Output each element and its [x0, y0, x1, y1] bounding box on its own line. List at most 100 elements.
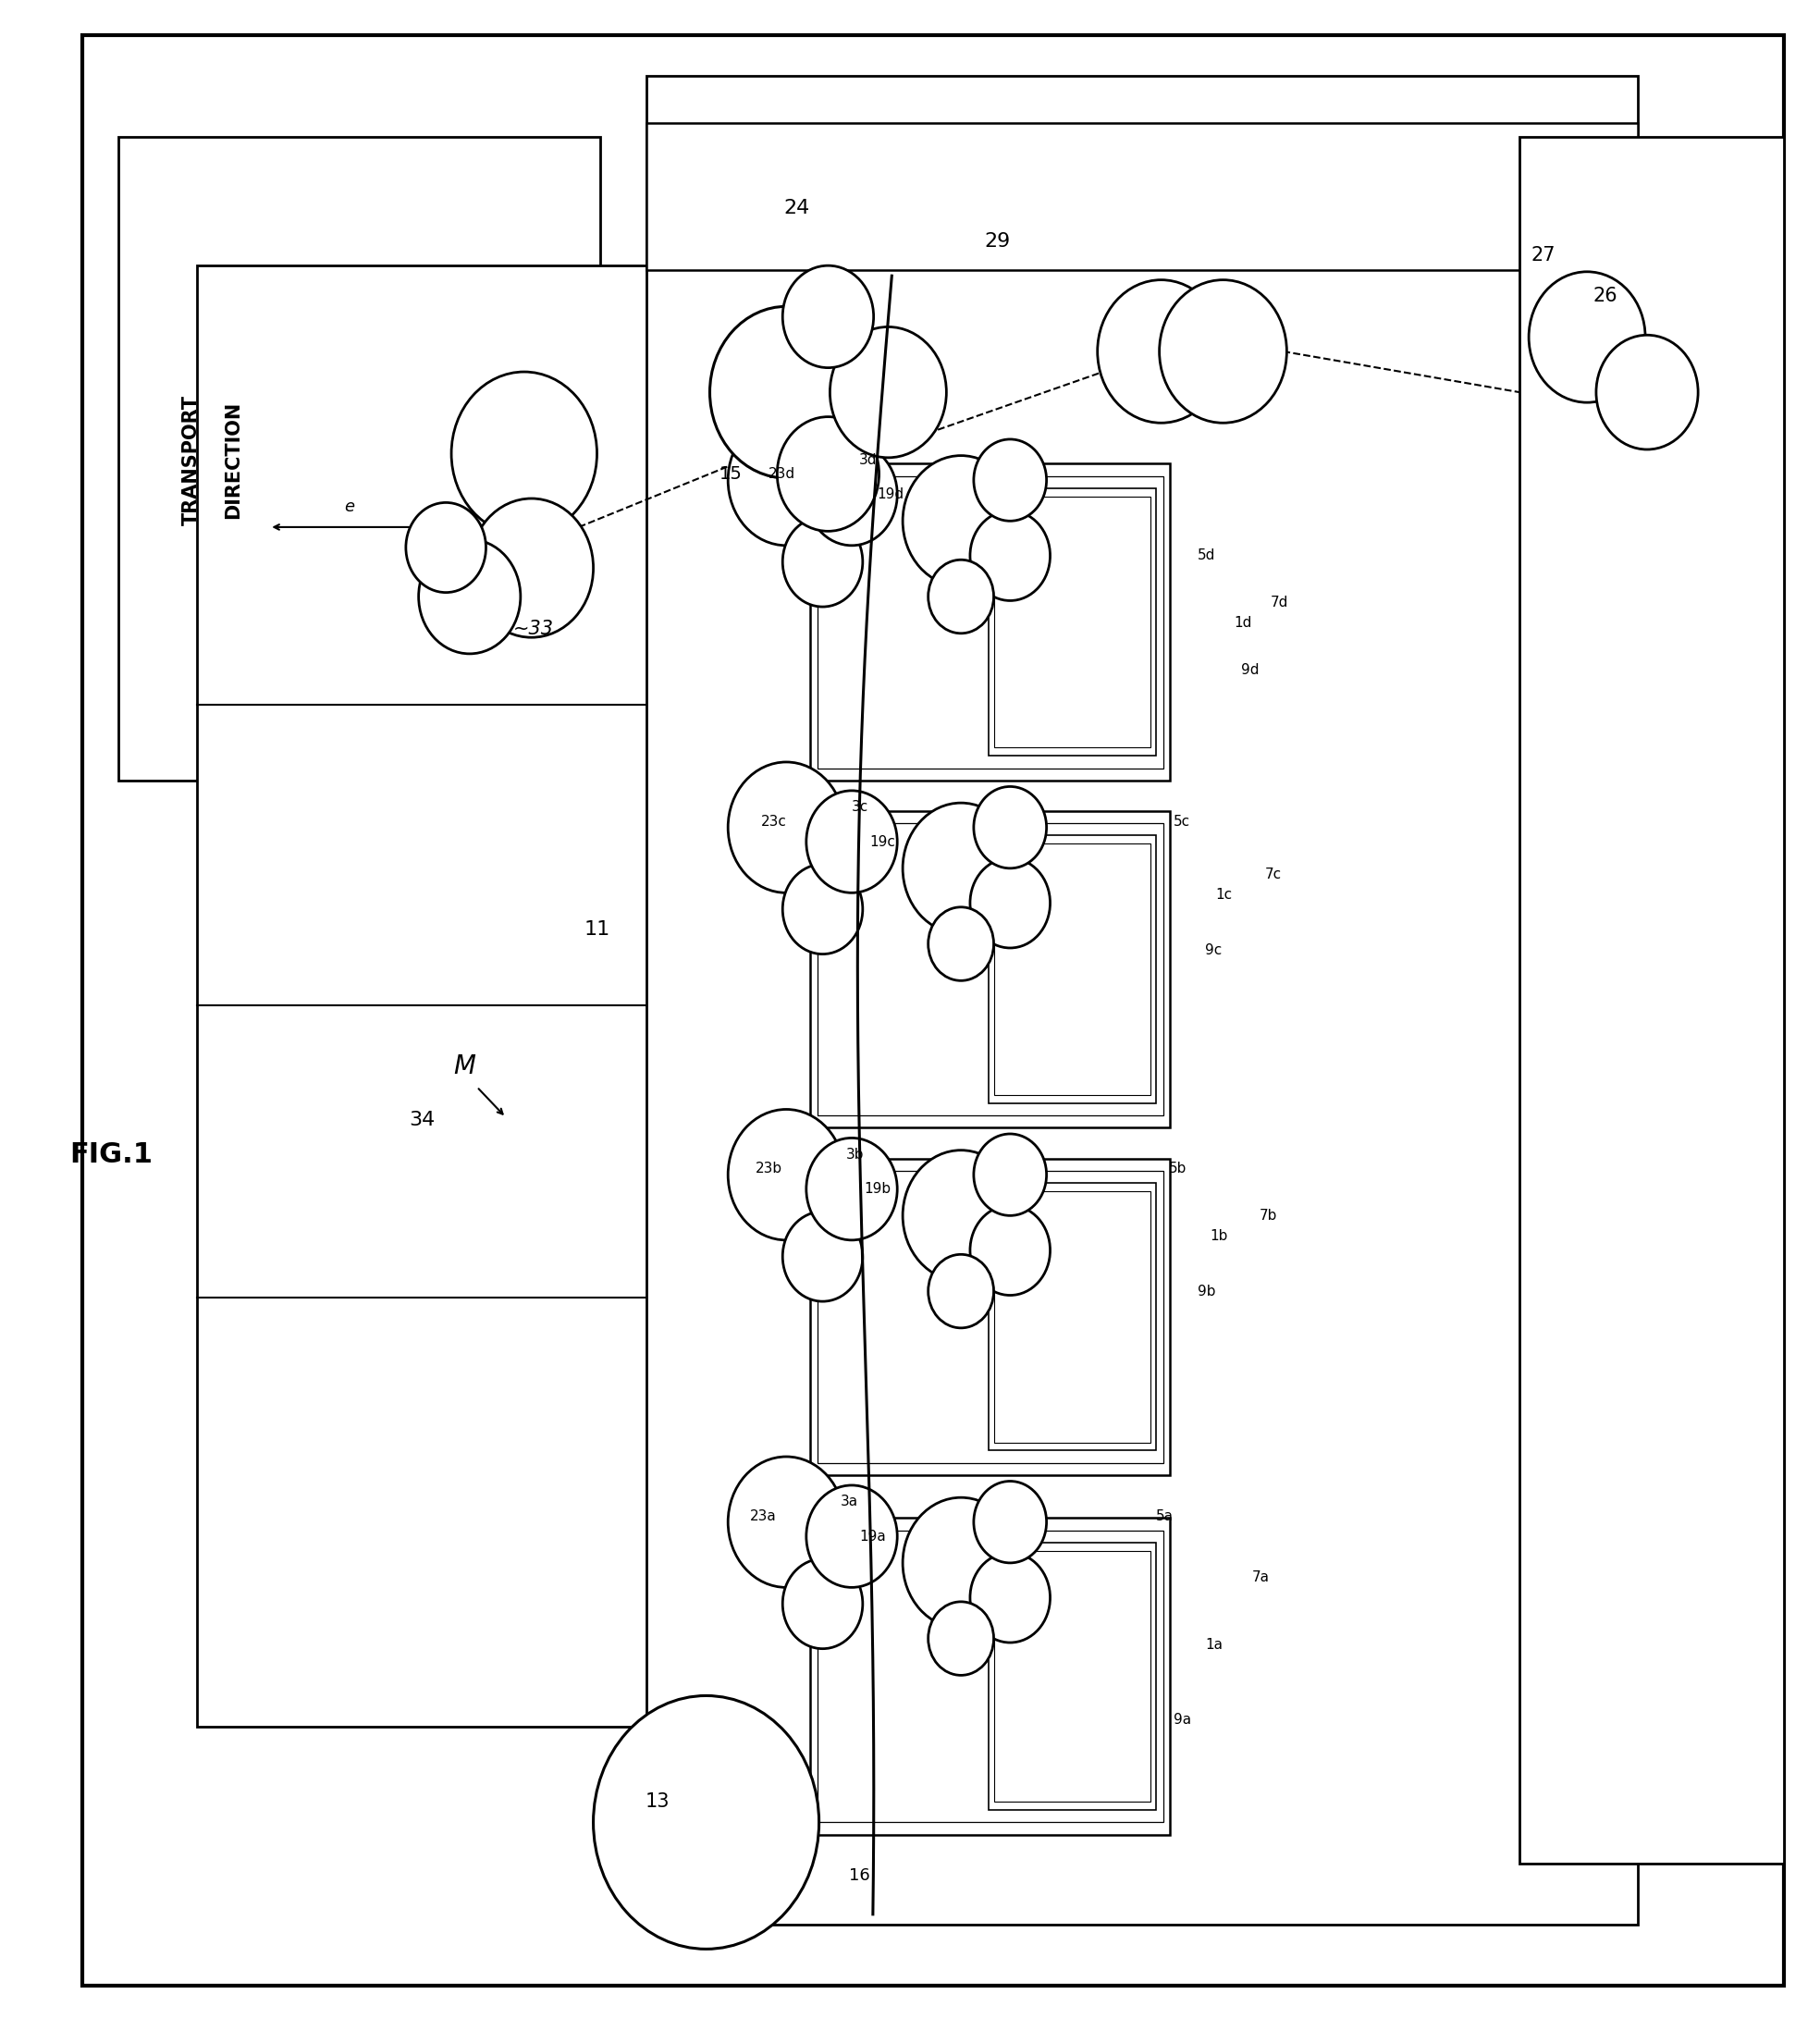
- Circle shape: [970, 1553, 1050, 1643]
- Circle shape: [806, 791, 897, 893]
- Circle shape: [1596, 335, 1698, 449]
- Circle shape: [974, 439, 1046, 521]
- Bar: [994, 1191, 1150, 1442]
- Circle shape: [1529, 272, 1645, 402]
- Circle shape: [903, 456, 1019, 586]
- Text: 11: 11: [584, 919, 610, 940]
- Bar: [994, 1551, 1150, 1802]
- Circle shape: [974, 1481, 1046, 1563]
- Circle shape: [1159, 280, 1287, 423]
- Text: 7c: 7c: [1265, 868, 1281, 881]
- Bar: [988, 488, 1156, 756]
- Text: FIG.1: FIG.1: [69, 1140, 153, 1169]
- Circle shape: [974, 1134, 1046, 1216]
- Bar: [988, 1183, 1156, 1451]
- Bar: [994, 844, 1150, 1095]
- Circle shape: [830, 327, 946, 458]
- Circle shape: [806, 1485, 897, 1587]
- Text: 29: 29: [985, 231, 1010, 251]
- Text: 7a: 7a: [1252, 1571, 1270, 1583]
- Circle shape: [903, 803, 1019, 934]
- Circle shape: [928, 560, 994, 633]
- Text: 5c: 5c: [1174, 815, 1190, 827]
- Text: 16: 16: [848, 1867, 870, 1884]
- Text: 19a: 19a: [859, 1530, 886, 1542]
- Circle shape: [1097, 280, 1225, 423]
- Circle shape: [728, 1457, 844, 1587]
- Circle shape: [783, 864, 863, 954]
- Bar: [197, 266, 648, 1726]
- Circle shape: [406, 503, 486, 592]
- Circle shape: [783, 517, 863, 607]
- Text: 23a: 23a: [750, 1510, 777, 1522]
- Bar: [994, 496, 1150, 748]
- Text: 34: 34: [410, 1109, 435, 1130]
- Circle shape: [728, 415, 844, 545]
- Bar: [810, 1158, 1170, 1475]
- Text: 24: 24: [784, 198, 810, 219]
- Circle shape: [928, 1602, 994, 1675]
- Circle shape: [777, 417, 879, 531]
- Text: 9d: 9d: [1241, 664, 1259, 676]
- Text: ~33: ~33: [513, 619, 553, 639]
- Circle shape: [806, 1138, 897, 1240]
- Text: 5a: 5a: [1156, 1510, 1174, 1522]
- Circle shape: [974, 787, 1046, 868]
- Circle shape: [470, 498, 593, 637]
- Text: 27: 27: [1531, 245, 1556, 266]
- Text: 3a: 3a: [841, 1495, 859, 1508]
- Bar: [118, 137, 601, 780]
- Text: 5d: 5d: [1198, 550, 1216, 562]
- Circle shape: [710, 306, 863, 478]
- Text: 1a: 1a: [1205, 1638, 1223, 1651]
- Text: 9a: 9a: [1174, 1714, 1192, 1726]
- Bar: [810, 811, 1170, 1128]
- Circle shape: [593, 1696, 819, 1949]
- Bar: [988, 1542, 1156, 1810]
- Text: 7d: 7d: [1270, 597, 1289, 609]
- Circle shape: [419, 539, 521, 654]
- Circle shape: [928, 1254, 994, 1328]
- Text: 26: 26: [1592, 286, 1618, 306]
- Bar: [1520, 137, 1784, 1863]
- Circle shape: [728, 1109, 844, 1240]
- Text: 1b: 1b: [1210, 1230, 1228, 1242]
- Text: 19b: 19b: [864, 1183, 892, 1195]
- Bar: [817, 1171, 1163, 1463]
- Text: 3d: 3d: [859, 454, 877, 466]
- Text: 3b: 3b: [846, 1148, 864, 1160]
- Text: 1c: 1c: [1216, 889, 1232, 901]
- Bar: [646, 76, 1638, 1925]
- Circle shape: [806, 443, 897, 545]
- Circle shape: [783, 1559, 863, 1649]
- Circle shape: [728, 762, 844, 893]
- Circle shape: [928, 907, 994, 981]
- Text: M: M: [453, 1054, 475, 1079]
- Text: 1d: 1d: [1234, 617, 1252, 629]
- Text: 9c: 9c: [1205, 944, 1221, 956]
- Circle shape: [783, 266, 874, 368]
- Bar: [817, 823, 1163, 1115]
- Bar: [988, 836, 1156, 1103]
- Text: TRANSPORT: TRANSPORT: [182, 394, 200, 525]
- Bar: [817, 476, 1163, 768]
- Circle shape: [903, 1498, 1019, 1628]
- Circle shape: [970, 858, 1050, 948]
- Text: 19d: 19d: [877, 488, 905, 501]
- Text: 19c: 19c: [870, 836, 895, 848]
- Circle shape: [451, 372, 597, 535]
- Text: 15: 15: [719, 466, 743, 482]
- Text: e: e: [344, 498, 355, 515]
- Bar: [810, 1518, 1170, 1835]
- Text: 7b: 7b: [1259, 1209, 1278, 1222]
- Text: 23b: 23b: [755, 1162, 783, 1175]
- Text: 9b: 9b: [1198, 1285, 1216, 1297]
- Text: 5b: 5b: [1168, 1162, 1187, 1175]
- Bar: [646, 123, 1638, 270]
- Text: 13: 13: [646, 1792, 670, 1812]
- Text: 23c: 23c: [761, 815, 786, 827]
- Circle shape: [903, 1150, 1019, 1281]
- Bar: [810, 464, 1170, 780]
- Text: DIRECTION: DIRECTION: [224, 400, 242, 519]
- Circle shape: [970, 1205, 1050, 1295]
